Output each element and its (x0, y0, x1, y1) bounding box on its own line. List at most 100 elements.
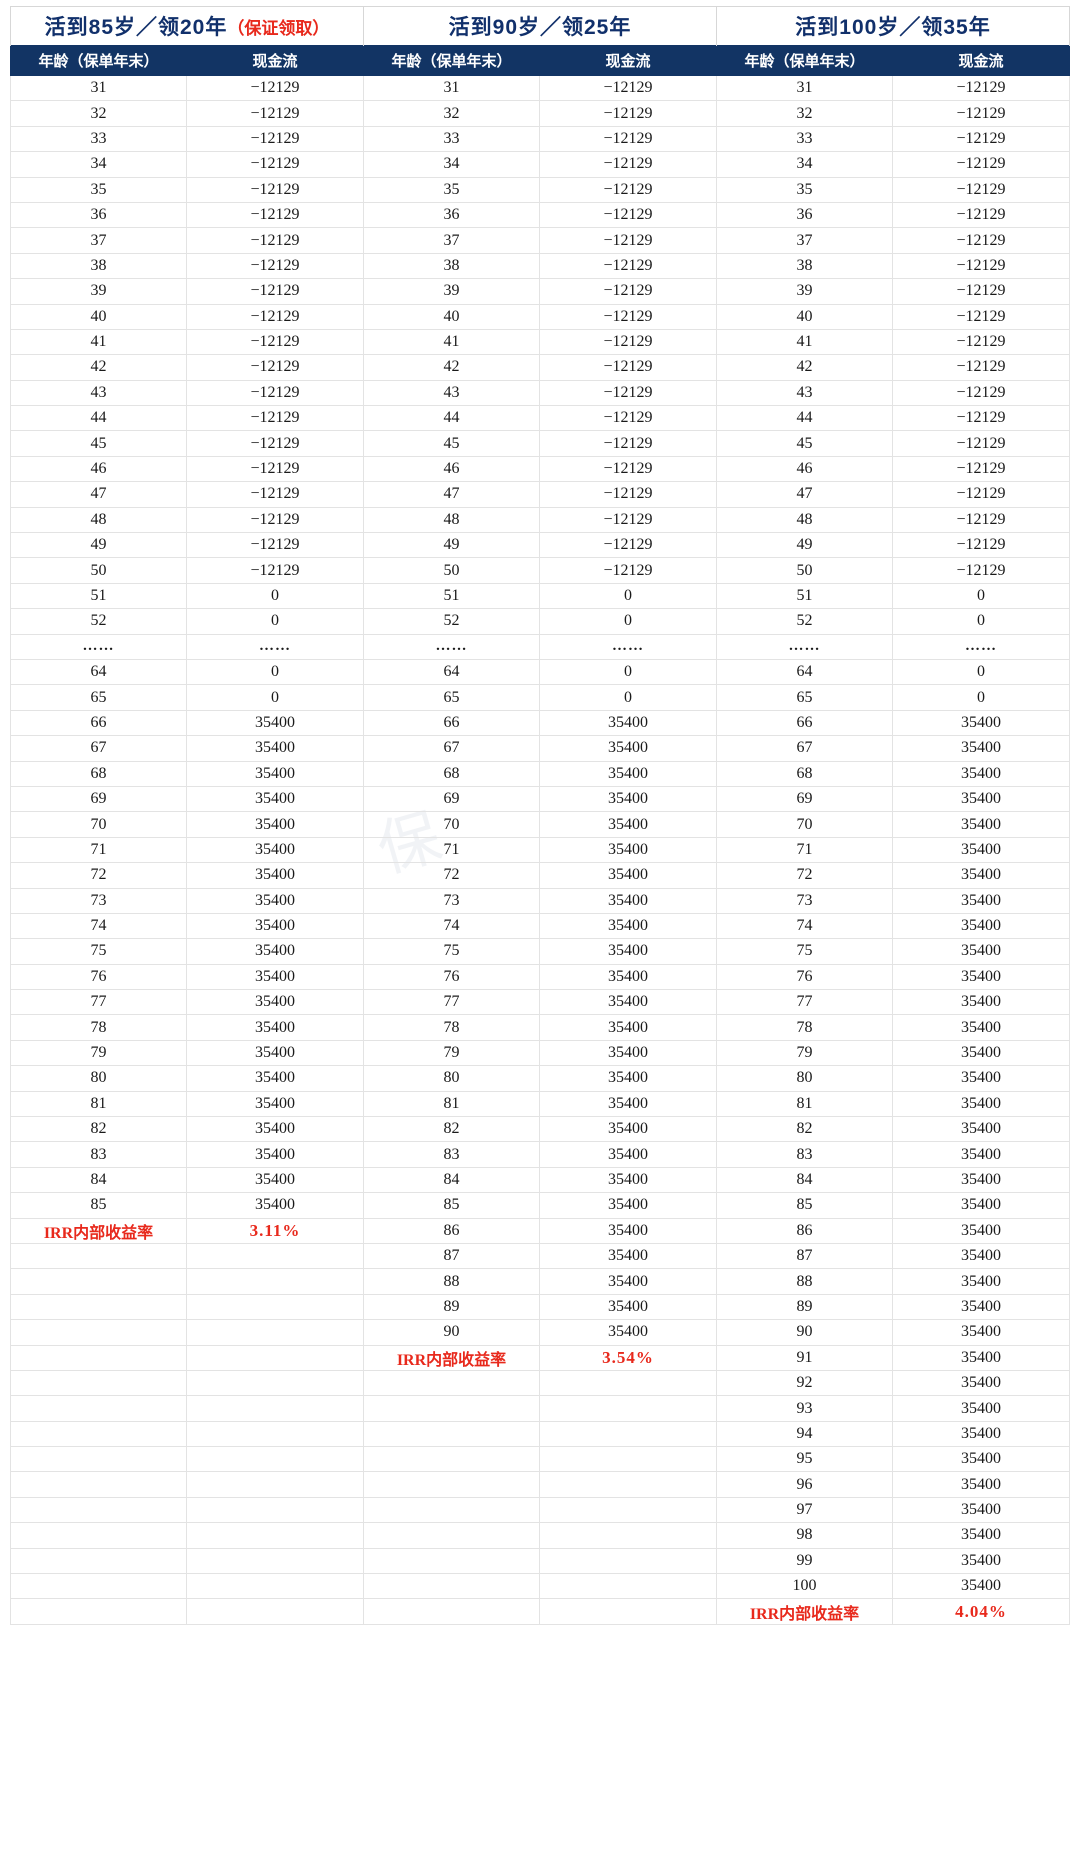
cell-cash-g2: 35400 (539, 735, 717, 762)
cell-age-g1: 83 (10, 1141, 187, 1168)
cell-cash-g3: −12129 (892, 455, 1070, 483)
cell-cash-g2: 35400 (539, 1217, 717, 1244)
cell-age-g2: 80 (363, 1065, 540, 1092)
cell-age-g3: 36 (716, 201, 893, 229)
cell-cash-g3: 35400 (892, 1014, 1070, 1041)
cell-cash-g2: 35400 (539, 1090, 717, 1118)
cell-cash-g2: −12129 (539, 227, 717, 254)
cell-age-g2: 49 (363, 532, 540, 559)
cell-age-g3: 38 (716, 252, 893, 280)
cell-cash-g3: −12129 (892, 405, 1070, 432)
cell-cash-g2: 35400 (539, 1141, 717, 1168)
cell-cash-g1: −12129 (186, 125, 364, 153)
cell-cash-g2: −12129 (539, 405, 717, 432)
cell-cash-g2: 35400 (539, 1039, 717, 1067)
cell-cash-g3: 35400 (892, 811, 1070, 838)
cell-cash-g2: −12129 (539, 303, 717, 330)
cell-cash-g2: −12129 (539, 532, 717, 559)
cell-cash-g3: 35400 (892, 1420, 1070, 1448)
cell-age-g1: 65 (10, 684, 187, 711)
cell-ellipsis-g2: …… (363, 633, 540, 660)
cell-cash-g2: −12129 (539, 328, 717, 356)
table-row: 80 35400 80 35400 80 35400 (10, 1065, 1070, 1092)
cell-cash-g1: 0 (186, 608, 364, 635)
col-header-age-2: 年龄（保单年末） (363, 45, 540, 76)
cell-ellipsis-g3: …… (716, 633, 893, 660)
table-row: 46 −12129 46 −12129 46 −12129 (10, 455, 1070, 483)
cell-age-g3: 40 (716, 303, 893, 330)
cell-cash-g1: −12129 (186, 151, 364, 178)
table-row: 49 −12129 49 −12129 49 −12129 (10, 532, 1070, 559)
cell-blank-g1 (10, 1522, 187, 1549)
cell-cash-g1: −12129 (186, 354, 364, 381)
cell-cash-g2: −12129 (539, 151, 717, 178)
column-header-row: 年龄（保单年末） 现金流 年龄（保单年末） 现金流 年龄（保单年末） 现金流 (10, 45, 1070, 76)
cell-cash-g2: −12129 (539, 125, 717, 153)
cell-blank-g1 (10, 1573, 187, 1600)
cell-cash-g2: −12129 (539, 74, 717, 102)
irr-label-g3: IRR内部收益率 (716, 1598, 893, 1625)
cell-cash-g2: 0 (539, 658, 717, 686)
cell-cash-g3: −12129 (892, 227, 1070, 254)
cell-cash-g3: 35400 (892, 735, 1070, 762)
cell-age-g1: 73 (10, 887, 187, 914)
cell-age-g3: 46 (716, 455, 893, 483)
cell-age-g1: 51 (10, 582, 187, 610)
cell-age-g2: 65 (363, 684, 540, 711)
cell-age-g2: 48 (363, 506, 540, 534)
table-row: 31 −12129 31 −12129 31 −12129 (10, 74, 1070, 102)
cell-cash-g1: 35400 (186, 963, 364, 991)
table-row: 97 35400 (10, 1496, 1070, 1524)
cell-cash-g3: 35400 (892, 1141, 1070, 1168)
cell-age-g2: 38 (363, 252, 540, 280)
cell-age-g3: 52 (716, 608, 893, 635)
cell-blank-g1 (10, 1547, 187, 1575)
cell-cash-g2: −12129 (539, 379, 717, 407)
cell-age-g2: 81 (363, 1090, 540, 1118)
cell-cash-g1: 35400 (186, 1039, 364, 1067)
table-row: 47 −12129 47 −12129 47 −12129 (10, 481, 1070, 508)
cell-age-g3: 82 (716, 1116, 893, 1143)
cell-age-g3: 64 (716, 658, 893, 686)
cell-age-g3: 95 (716, 1446, 893, 1473)
cell-cash-g2: 35400 (539, 1242, 717, 1270)
cell-age-g3: 89 (716, 1293, 893, 1321)
cell-blank-g1 (186, 1293, 364, 1321)
cell-age-g1: 47 (10, 481, 187, 508)
table-row: 92 35400 (10, 1369, 1070, 1397)
cell-cash-g1: −12129 (186, 100, 364, 127)
group-title-2: 活到90岁／领25年 (363, 6, 717, 46)
cell-age-g3: 91 (716, 1344, 893, 1371)
cell-cash-g3: 35400 (892, 709, 1070, 737)
cell-age-g1: 35 (10, 176, 187, 203)
table-row: 94 35400 (10, 1420, 1070, 1448)
cell-cash-g2: 0 (539, 684, 717, 711)
table-row: 71 35400 71 35400 71 35400 (10, 836, 1070, 864)
cell-age-g2: 40 (363, 303, 540, 330)
cell-cash-g2: 35400 (539, 1014, 717, 1041)
cell-age-g3: 86 (716, 1217, 893, 1244)
cell-cash-g1: 35400 (186, 735, 364, 762)
cell-age-g2: 82 (363, 1116, 540, 1143)
cell-blank-g2 (363, 1598, 540, 1625)
cell-blank-g2 (363, 1522, 540, 1549)
cell-blank-g1 (10, 1420, 187, 1448)
cell-age-g1: 38 (10, 252, 187, 280)
cell-cash-g3: 35400 (892, 836, 1070, 864)
table-row: 99 35400 (10, 1547, 1070, 1575)
cell-age-g2: 44 (363, 405, 540, 432)
cell-age-g3: 45 (716, 430, 893, 457)
cell-cash-g1: −12129 (186, 532, 364, 559)
cell-age-g3: 72 (716, 862, 893, 889)
cell-age-g1: 75 (10, 938, 187, 965)
table-row: 96 35400 (10, 1471, 1070, 1498)
cell-age-g2: 43 (363, 379, 540, 407)
cell-age-g3: 81 (716, 1090, 893, 1118)
cell-age-g1: 71 (10, 836, 187, 864)
cell-cash-g3: −12129 (892, 176, 1070, 203)
cell-blank-g2 (539, 1471, 717, 1498)
cell-age-g1: 68 (10, 760, 187, 787)
cell-age-g2: 42 (363, 354, 540, 381)
cell-cash-g3: −12129 (892, 481, 1070, 508)
cell-age-g1: 37 (10, 227, 187, 254)
